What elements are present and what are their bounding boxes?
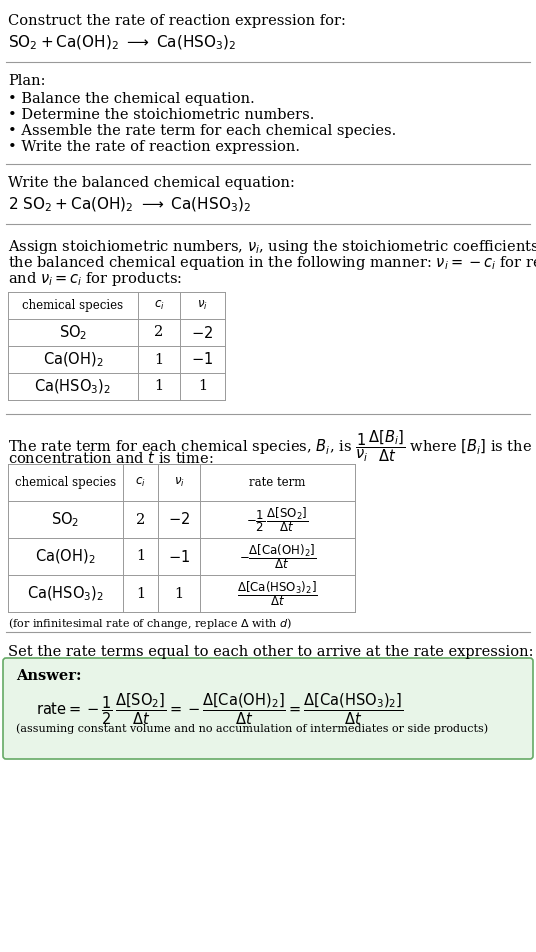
Text: Construct the rate of reaction expression for:: Construct the rate of reaction expressio… (8, 14, 346, 28)
Text: $-\dfrac{1}{2}\,\dfrac{\Delta[\mathrm{SO_2}]}{\Delta t}$: $-\dfrac{1}{2}\,\dfrac{\Delta[\mathrm{SO… (247, 506, 309, 534)
Text: the balanced chemical equation in the following manner: $\nu_i = -c_i$ for react: the balanced chemical equation in the fo… (8, 254, 536, 272)
Text: $\dfrac{\Delta[\mathrm{Ca(HSO_3)_2}]}{\Delta t}$: $\dfrac{\Delta[\mathrm{Ca(HSO_3)_2}]}{\D… (237, 579, 318, 608)
Text: The rate term for each chemical species, $B_i$, is $\dfrac{1}{\nu_i}\dfrac{\Delt: The rate term for each chemical species,… (8, 428, 536, 464)
Text: $-2$: $-2$ (191, 325, 213, 341)
Text: $-2$: $-2$ (168, 511, 190, 527)
Text: 1: 1 (136, 586, 145, 601)
Text: $-1$: $-1$ (191, 351, 213, 367)
Text: $\mathrm{SO_2}$: $\mathrm{SO_2}$ (51, 510, 80, 529)
Text: (assuming constant volume and no accumulation of intermediates or side products): (assuming constant volume and no accumul… (16, 723, 488, 734)
Text: 2: 2 (136, 512, 145, 526)
Text: (for infinitesimal rate of change, replace $\Delta$ with $d$): (for infinitesimal rate of change, repla… (8, 616, 292, 631)
Text: $\mathrm{rate} = -\dfrac{1}{2}\,\dfrac{\Delta[\mathrm{SO_2}]}{\Delta t} = -\dfra: $\mathrm{rate} = -\dfrac{1}{2}\,\dfrac{\… (36, 691, 404, 726)
Text: 1: 1 (198, 380, 207, 393)
Text: $\mathrm{SO_2}$: $\mathrm{SO_2}$ (59, 323, 87, 342)
Text: • Balance the chemical equation.: • Balance the chemical equation. (8, 92, 255, 106)
Text: $\mathrm{SO_2 + Ca(OH)_2 \ \longrightarrow \ Ca(HSO_3)_2}$: $\mathrm{SO_2 + Ca(OH)_2 \ \longrightarr… (8, 34, 236, 52)
Text: Set the rate terms equal to each other to arrive at the rate expression:: Set the rate terms equal to each other t… (8, 645, 533, 659)
Text: • Write the rate of reaction expression.: • Write the rate of reaction expression. (8, 140, 300, 154)
Text: $-1$: $-1$ (168, 548, 190, 565)
Text: 1: 1 (154, 352, 163, 367)
Text: rate term: rate term (249, 476, 306, 489)
Text: $-\dfrac{\Delta[\mathrm{Ca(OH)_2}]}{\Delta t}$: $-\dfrac{\Delta[\mathrm{Ca(OH)_2}]}{\Del… (239, 542, 316, 571)
Text: $\mathrm{Ca(HSO_3)_2}$: $\mathrm{Ca(HSO_3)_2}$ (34, 377, 111, 396)
Text: Assign stoichiometric numbers, $\nu_i$, using the stoichiometric coefficients, $: Assign stoichiometric numbers, $\nu_i$, … (8, 238, 536, 256)
Text: Answer:: Answer: (16, 669, 81, 683)
Text: Plan:: Plan: (8, 74, 46, 88)
Text: 1: 1 (174, 586, 183, 601)
Text: 1: 1 (154, 380, 163, 393)
Text: Write the balanced chemical equation:: Write the balanced chemical equation: (8, 176, 295, 190)
Text: $\nu_i$: $\nu_i$ (197, 299, 208, 312)
Text: 2: 2 (154, 326, 163, 340)
Text: chemical species: chemical species (23, 299, 124, 312)
Text: chemical species: chemical species (15, 476, 116, 489)
Text: $c_i$: $c_i$ (154, 299, 165, 312)
Text: 1: 1 (136, 549, 145, 564)
Text: $\mathrm{Ca(HSO_3)_2}$: $\mathrm{Ca(HSO_3)_2}$ (27, 585, 104, 603)
Text: • Determine the stoichiometric numbers.: • Determine the stoichiometric numbers. (8, 108, 315, 122)
Text: $c_i$: $c_i$ (135, 476, 146, 489)
Text: $\mathrm{Ca(OH)_2}$: $\mathrm{Ca(OH)_2}$ (43, 350, 103, 368)
Text: concentration and $t$ is time:: concentration and $t$ is time: (8, 450, 213, 466)
Text: $\nu_i$: $\nu_i$ (174, 476, 184, 489)
Text: • Assemble the rate term for each chemical species.: • Assemble the rate term for each chemic… (8, 124, 396, 138)
FancyBboxPatch shape (3, 658, 533, 759)
Text: and $\nu_i = c_i$ for products:: and $\nu_i = c_i$ for products: (8, 270, 182, 288)
Text: $\mathrm{Ca(OH)_2}$: $\mathrm{Ca(OH)_2}$ (35, 547, 96, 565)
Text: $\mathrm{2\ SO_2 + Ca(OH)_2 \ \longrightarrow \ Ca(HSO_3)_2}$: $\mathrm{2\ SO_2 + Ca(OH)_2 \ \longright… (8, 196, 251, 214)
